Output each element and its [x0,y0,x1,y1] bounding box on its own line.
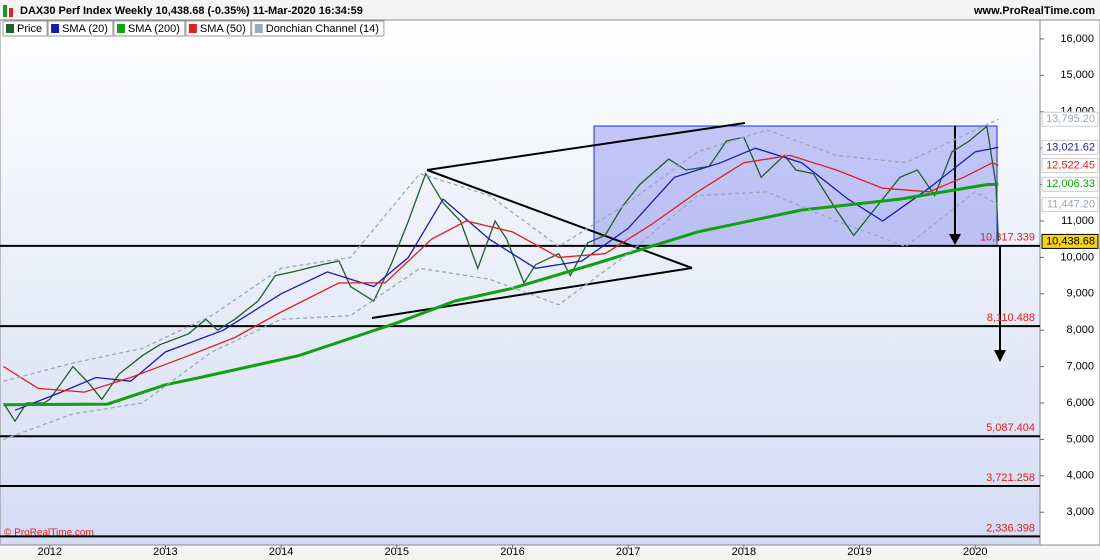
legend-label: SMA (200) [128,23,180,35]
y-tick-label: 4,000 [1066,470,1094,482]
x-tick-label: 2013 [153,546,177,558]
y-tick-label: 15,000 [1060,69,1094,81]
chart-title: DAX30 Perf Index Weekly 10,438.68 (-0.35… [20,5,363,17]
legend-swatch [51,24,60,33]
price-tag [1041,233,1099,249]
price-tag [1041,158,1099,174]
logo-icon [9,8,13,17]
x-tick-label: 2019 [847,546,871,558]
layer: 3,000 4,000 5,000 6,000 7,000 8,000 9,000 10,00… [0,20,1099,558]
series-line [3,118,999,382]
y-tick-label: 3,000 [1066,506,1094,518]
y-tick-label: 11,000 [1061,215,1094,227]
legend-label: SMA (50) [200,23,246,35]
x-tick-label: 2015 [385,546,409,558]
x-tick-label: 2018 [732,546,756,558]
plot-area [0,19,1041,546]
arrow-head [949,234,961,245]
legend-box [113,20,186,37]
series-line [3,191,999,441]
level-label: 3,721.258 [986,472,1035,484]
price-tag [1041,176,1099,192]
legend-box [185,20,252,37]
legend-box [2,20,48,37]
y-tick-label: 16,000 [1060,33,1094,45]
level-label: 8,110.488 [987,312,1035,324]
y-tick-label: 5,000 [1066,433,1094,445]
arrow-head [994,350,1006,362]
trendline [426,169,693,269]
legend-swatch [6,24,14,33]
x-tick-label: 2020 [963,546,987,558]
price-tag [1041,111,1099,127]
x-tick-label: 2012 [38,546,62,558]
y-tick-label: 10,000 [1060,251,1094,263]
legend-label: Price [17,23,42,35]
y-tick-label: 8,000 [1066,324,1094,336]
watermark: © ProRealTime.com [4,528,94,539]
y-tick-label: 7,000 [1066,361,1094,373]
price-tag-label: 13,021.62 [1046,141,1095,153]
x-tick-label: 2017 [616,546,640,558]
x-tick-label: 2014 [269,546,293,558]
range-box [593,125,998,247]
legend-box [47,20,114,37]
trendlines [371,122,1001,352]
y-axis-area [1039,19,1100,546]
legend-label: SMA (20) [62,23,108,35]
series-line [3,182,999,407]
price-tag [1041,139,1099,155]
level-label: 10,317.339 [980,232,1035,244]
y-tick-label: 9,000 [1066,288,1094,300]
level-label: 2,336.398 [986,522,1035,534]
trendline [371,267,693,319]
legend-swatch [188,24,197,33]
price-tag-label: 13,795.20 [1046,113,1095,125]
series-line [2,125,1000,423]
logo-icon [3,5,7,17]
level-label: 5,087.404 [986,422,1035,434]
legend-label: Donchian Channel (14) [266,23,379,35]
source: www.ProRealTime.com [973,5,1095,17]
price-tag-label: 12,522.45 [1046,159,1095,171]
series-line [3,154,999,393]
x-tick-label: 2016 [500,546,524,558]
legend-box [251,20,385,37]
trendline [426,122,746,171]
price-tag-label: 11,447.20 [1047,199,1095,211]
legend-swatch [116,24,125,33]
price-tag-label: 12,006.33 [1046,178,1095,190]
y-tick-label: 6,000 [1066,397,1094,409]
price-tag [1041,197,1099,213]
price-tag-label: 10,438.68 [1046,235,1095,247]
legend-swatch [254,24,263,33]
